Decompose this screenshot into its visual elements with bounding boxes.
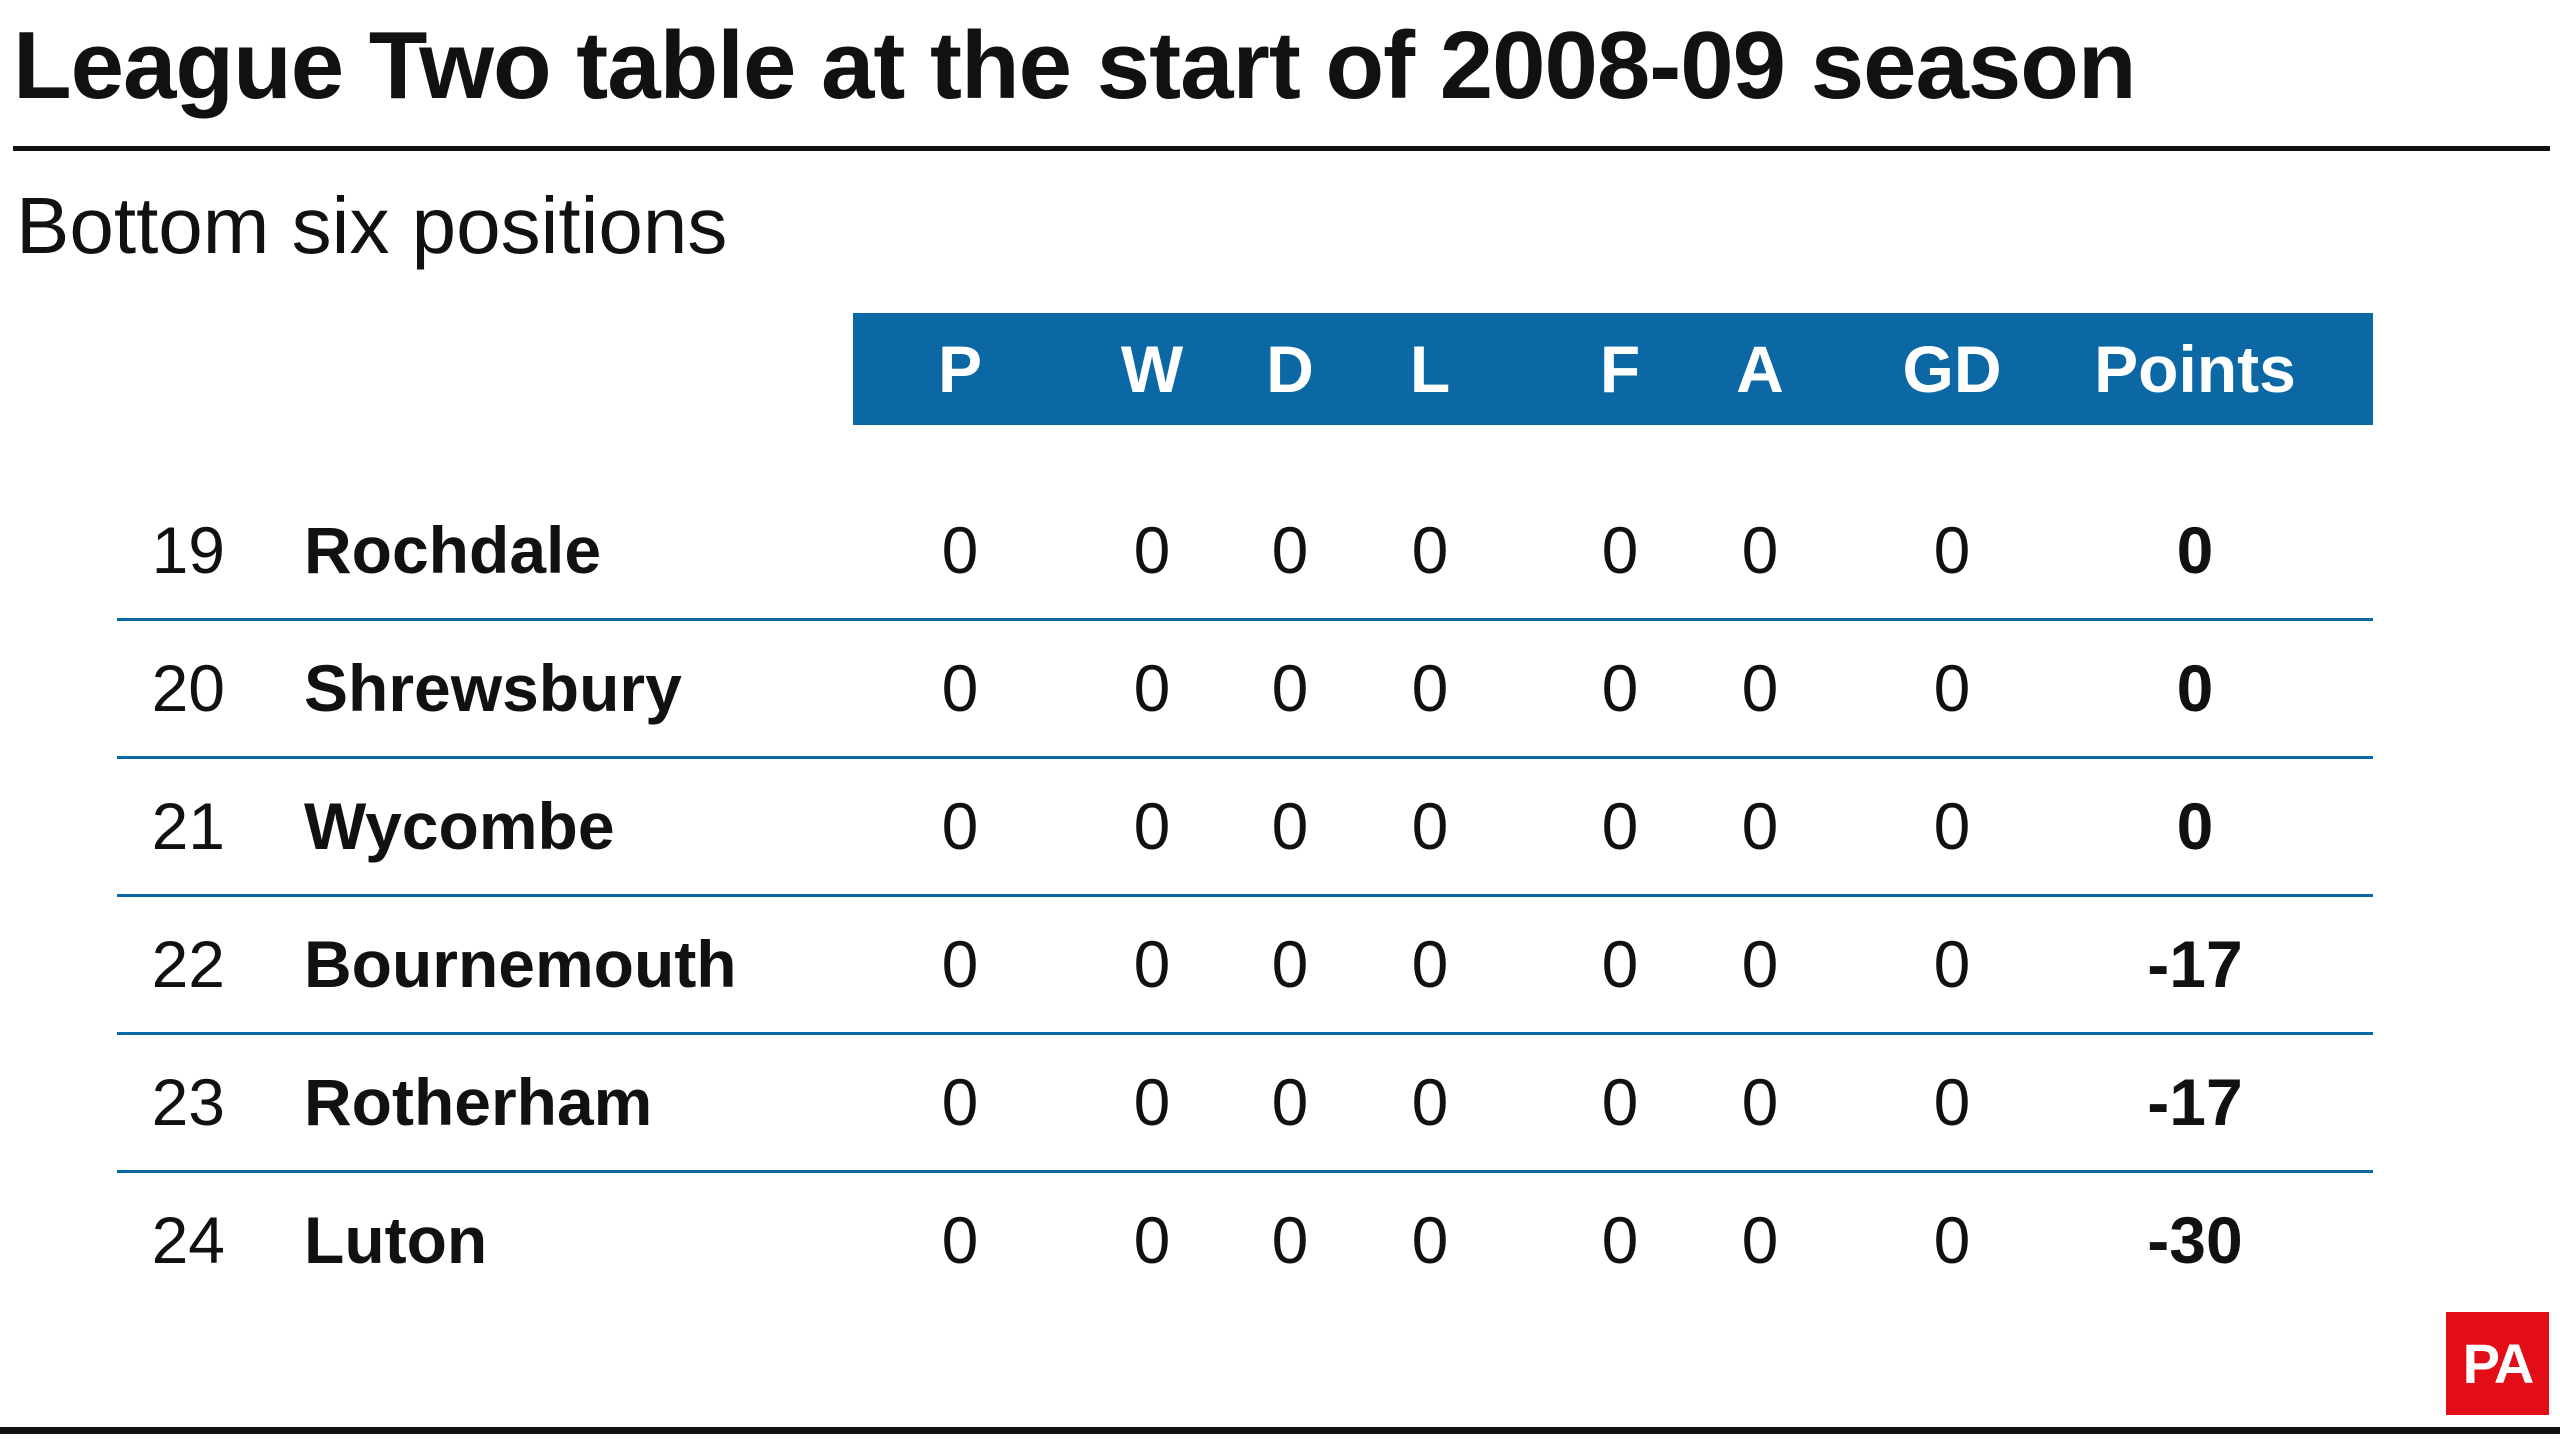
row-position: 23 (151, 1065, 225, 1139)
cell-w: 0 (1133, 927, 1171, 1001)
chart-subtitle: Bottom six positions (16, 181, 728, 270)
row-team: Bournemouth (304, 927, 737, 1001)
cell-a: 0 (1741, 1203, 1779, 1277)
table-row: 24 Luton 0 0 0 0 0 0 0 -30 (0, 1171, 2560, 1309)
row-position: 24 (151, 1203, 225, 1277)
row-divider (117, 756, 2373, 759)
row-team: Luton (304, 1203, 488, 1277)
cell-gd: 0 (1933, 651, 1971, 725)
cell-f: 0 (1601, 651, 1639, 725)
cell-d: 0 (1271, 1065, 1309, 1139)
pa-logo: PA (2446, 1312, 2549, 1415)
cell-f: 0 (1601, 513, 1639, 587)
cell-p: 0 (941, 1065, 979, 1139)
cell-d: 0 (1271, 1203, 1309, 1277)
cell-l: 0 (1411, 1203, 1449, 1277)
cell-w: 0 (1133, 1065, 1171, 1139)
cell-a: 0 (1741, 927, 1779, 1001)
cell-l: 0 (1411, 927, 1449, 1001)
row-team: Rotherham (304, 1065, 653, 1139)
cell-gd: 0 (1933, 1065, 1971, 1139)
cell-points: -17 (2147, 927, 2243, 1001)
table-row: 21 Wycombe 0 0 0 0 0 0 0 0 (0, 757, 2560, 895)
cell-a: 0 (1741, 513, 1779, 587)
row-position: 22 (151, 927, 225, 1001)
cell-l: 0 (1411, 789, 1449, 863)
cell-d: 0 (1271, 651, 1309, 725)
row-team: Shrewsbury (304, 651, 682, 725)
cell-l: 0 (1411, 513, 1449, 587)
table-row: 19 Rochdale 0 0 0 0 0 0 0 0 (0, 481, 2560, 619)
cell-f: 0 (1601, 789, 1639, 863)
cell-p: 0 (941, 1203, 979, 1277)
cell-d: 0 (1271, 789, 1309, 863)
row-divider (117, 618, 2373, 621)
cell-w: 0 (1133, 789, 1171, 863)
cell-f: 0 (1601, 1065, 1639, 1139)
column-header-points: Points (2094, 332, 2296, 406)
cell-a: 0 (1741, 651, 1779, 725)
cell-f: 0 (1601, 1203, 1639, 1277)
column-header-d: D (1266, 332, 1314, 406)
row-divider (117, 894, 2373, 897)
cell-points: 0 (2176, 789, 2214, 863)
cell-f: 0 (1601, 927, 1639, 1001)
cell-p: 0 (941, 789, 979, 863)
cell-l: 0 (1411, 1065, 1449, 1139)
column-header-p: P (937, 332, 983, 406)
row-team: Rochdale (304, 513, 602, 587)
cell-points: 0 (2176, 513, 2214, 587)
cell-p: 0 (941, 651, 979, 725)
table-row: 23 Rotherham 0 0 0 0 0 0 0 -17 (0, 1033, 2560, 1171)
row-divider (117, 1170, 2373, 1173)
column-header-a: A (1736, 332, 1784, 406)
chart-title: League Two table at the start of 2008-09… (13, 12, 2137, 119)
cell-p: 0 (941, 513, 979, 587)
cell-w: 0 (1133, 1203, 1171, 1277)
cell-gd: 0 (1933, 927, 1971, 1001)
column-header-gd: GD (1902, 332, 2002, 406)
cell-gd: 0 (1933, 513, 1971, 587)
cell-points: -30 (2147, 1203, 2243, 1277)
cell-p: 0 (941, 927, 979, 1001)
row-position: 19 (151, 513, 225, 587)
column-header-w: W (1120, 332, 1184, 406)
row-team: Wycombe (304, 789, 615, 863)
cell-points: -17 (2147, 1065, 2243, 1139)
cell-gd: 0 (1933, 789, 1971, 863)
table-row: 22 Bournemouth 0 0 0 0 0 0 0 -17 (0, 895, 2560, 1033)
cell-w: 0 (1133, 513, 1171, 587)
cell-d: 0 (1271, 927, 1309, 1001)
cell-gd: 0 (1933, 1203, 1971, 1277)
table-header-bar (853, 313, 2373, 425)
cell-l: 0 (1411, 651, 1449, 725)
cell-d: 0 (1271, 513, 1309, 587)
row-position: 21 (151, 789, 225, 863)
cell-a: 0 (1741, 1065, 1779, 1139)
column-header-l: L (1409, 332, 1451, 406)
row-position: 20 (151, 651, 225, 725)
table-row: 20 Shrewsbury 0 0 0 0 0 0 0 0 (0, 619, 2560, 757)
column-header-f: F (1599, 332, 1641, 406)
bottom-divider (0, 1427, 2560, 1434)
row-divider (117, 1032, 2373, 1035)
cell-points: 0 (2176, 651, 2214, 725)
cell-w: 0 (1133, 651, 1171, 725)
title-divider (13, 146, 2550, 151)
cell-a: 0 (1741, 789, 1779, 863)
